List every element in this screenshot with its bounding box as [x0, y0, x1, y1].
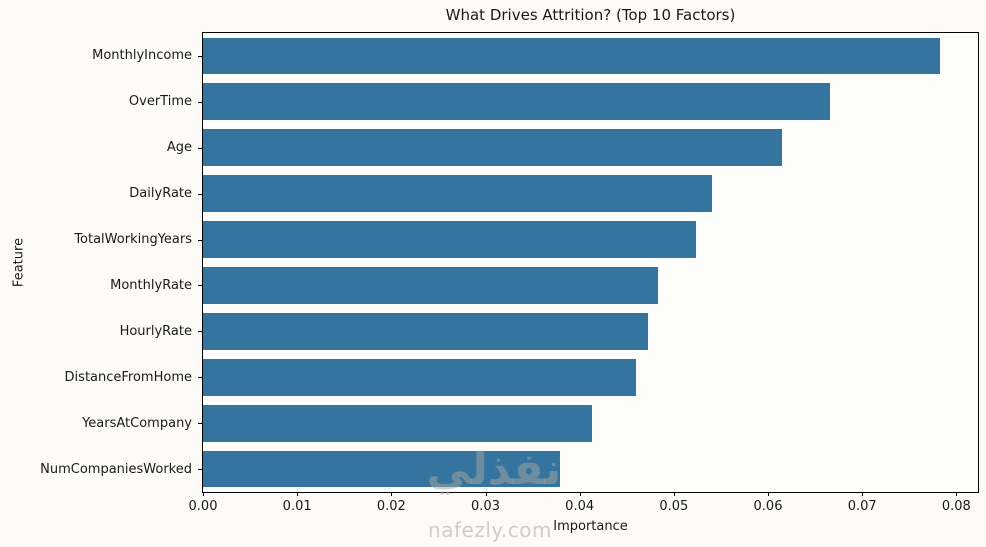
- x-tick-labels: 0.00 0.01 0.02 0.03 0.04 0.05 0.06 0.07 0.08: [0, 499, 986, 515]
- x-tick-label: 0.04: [565, 499, 595, 514]
- x-tick-mark: [956, 492, 958, 496]
- x-tick-mark: [579, 492, 581, 496]
- y-tick-label: Age: [166, 140, 192, 156]
- y-tick-mark: [198, 147, 202, 149]
- bar-yearsatcompany: [203, 404, 592, 442]
- x-tick-label: 0.05: [659, 499, 689, 514]
- y-tick-label: DistanceFromHome: [64, 369, 192, 385]
- y-tick-label: HourlyRate: [119, 323, 192, 339]
- y-tick-label: TotalWorkingYears: [74, 232, 192, 248]
- y-tick-mark: [198, 55, 202, 57]
- x-tick-label: 0.07: [847, 499, 877, 514]
- y-tick-mark: [198, 423, 202, 425]
- y-tick-mark: [198, 331, 202, 333]
- x-tick-label: 0.01: [282, 499, 312, 514]
- y-tick-labels: MonthlyIncome OverTime Age DailyRate TotalWo…: [0, 33, 194, 492]
- bar-age: [203, 129, 783, 167]
- x-tick-mark: [297, 492, 299, 496]
- y-tick-label: NumCompaniesWorked: [40, 461, 192, 477]
- chart-title: What Drives Attrition? (Top 10 Factors): [445, 6, 736, 24]
- y-tick-label: DailyRate: [129, 186, 192, 202]
- y-tick-mark: [198, 285, 202, 287]
- x-axis-label: Importance: [553, 519, 628, 534]
- y-tick-label: OverTime: [128, 94, 192, 110]
- y-tick-mark: [198, 101, 202, 103]
- x-tick-label: 0.08: [941, 499, 971, 514]
- y-tick-label: MonthlyIncome: [92, 48, 192, 64]
- y-tick-mark: [198, 377, 202, 379]
- plot-area: [198, 32, 979, 496]
- x-tick-label: 0.06: [753, 499, 783, 514]
- y-tick-mark: [198, 193, 202, 195]
- bar-hourlyrate: [203, 312, 649, 350]
- bar-dailyrate: [203, 175, 712, 212]
- x-tick-mark: [768, 492, 769, 496]
- y-tick-label: MonthlyRate: [110, 277, 192, 293]
- bar-totalworkingyears: [203, 221, 697, 258]
- x-tick-mark: [485, 492, 487, 496]
- bar-monthlyrate: [203, 267, 658, 304]
- y-tick-mark: [198, 469, 202, 471]
- bar-distancefromhome: [203, 358, 637, 396]
- bar-monthlyincome: [203, 37, 941, 75]
- x-tick-mark: [673, 492, 675, 496]
- x-tick-mark: [862, 492, 864, 496]
- bar-numcompaniesworked: [203, 450, 560, 488]
- y-tick-label: YearsAtCompany: [82, 415, 192, 431]
- x-tick-mark: [391, 492, 393, 496]
- x-tick-mark: [203, 492, 204, 496]
- x-tick-label: 0.03: [471, 499, 500, 514]
- y-tick-mark: [198, 239, 202, 241]
- x-tick-label: 0.00: [188, 499, 218, 514]
- bar-overtime: [203, 83, 831, 121]
- x-tick-label: 0.02: [376, 499, 406, 514]
